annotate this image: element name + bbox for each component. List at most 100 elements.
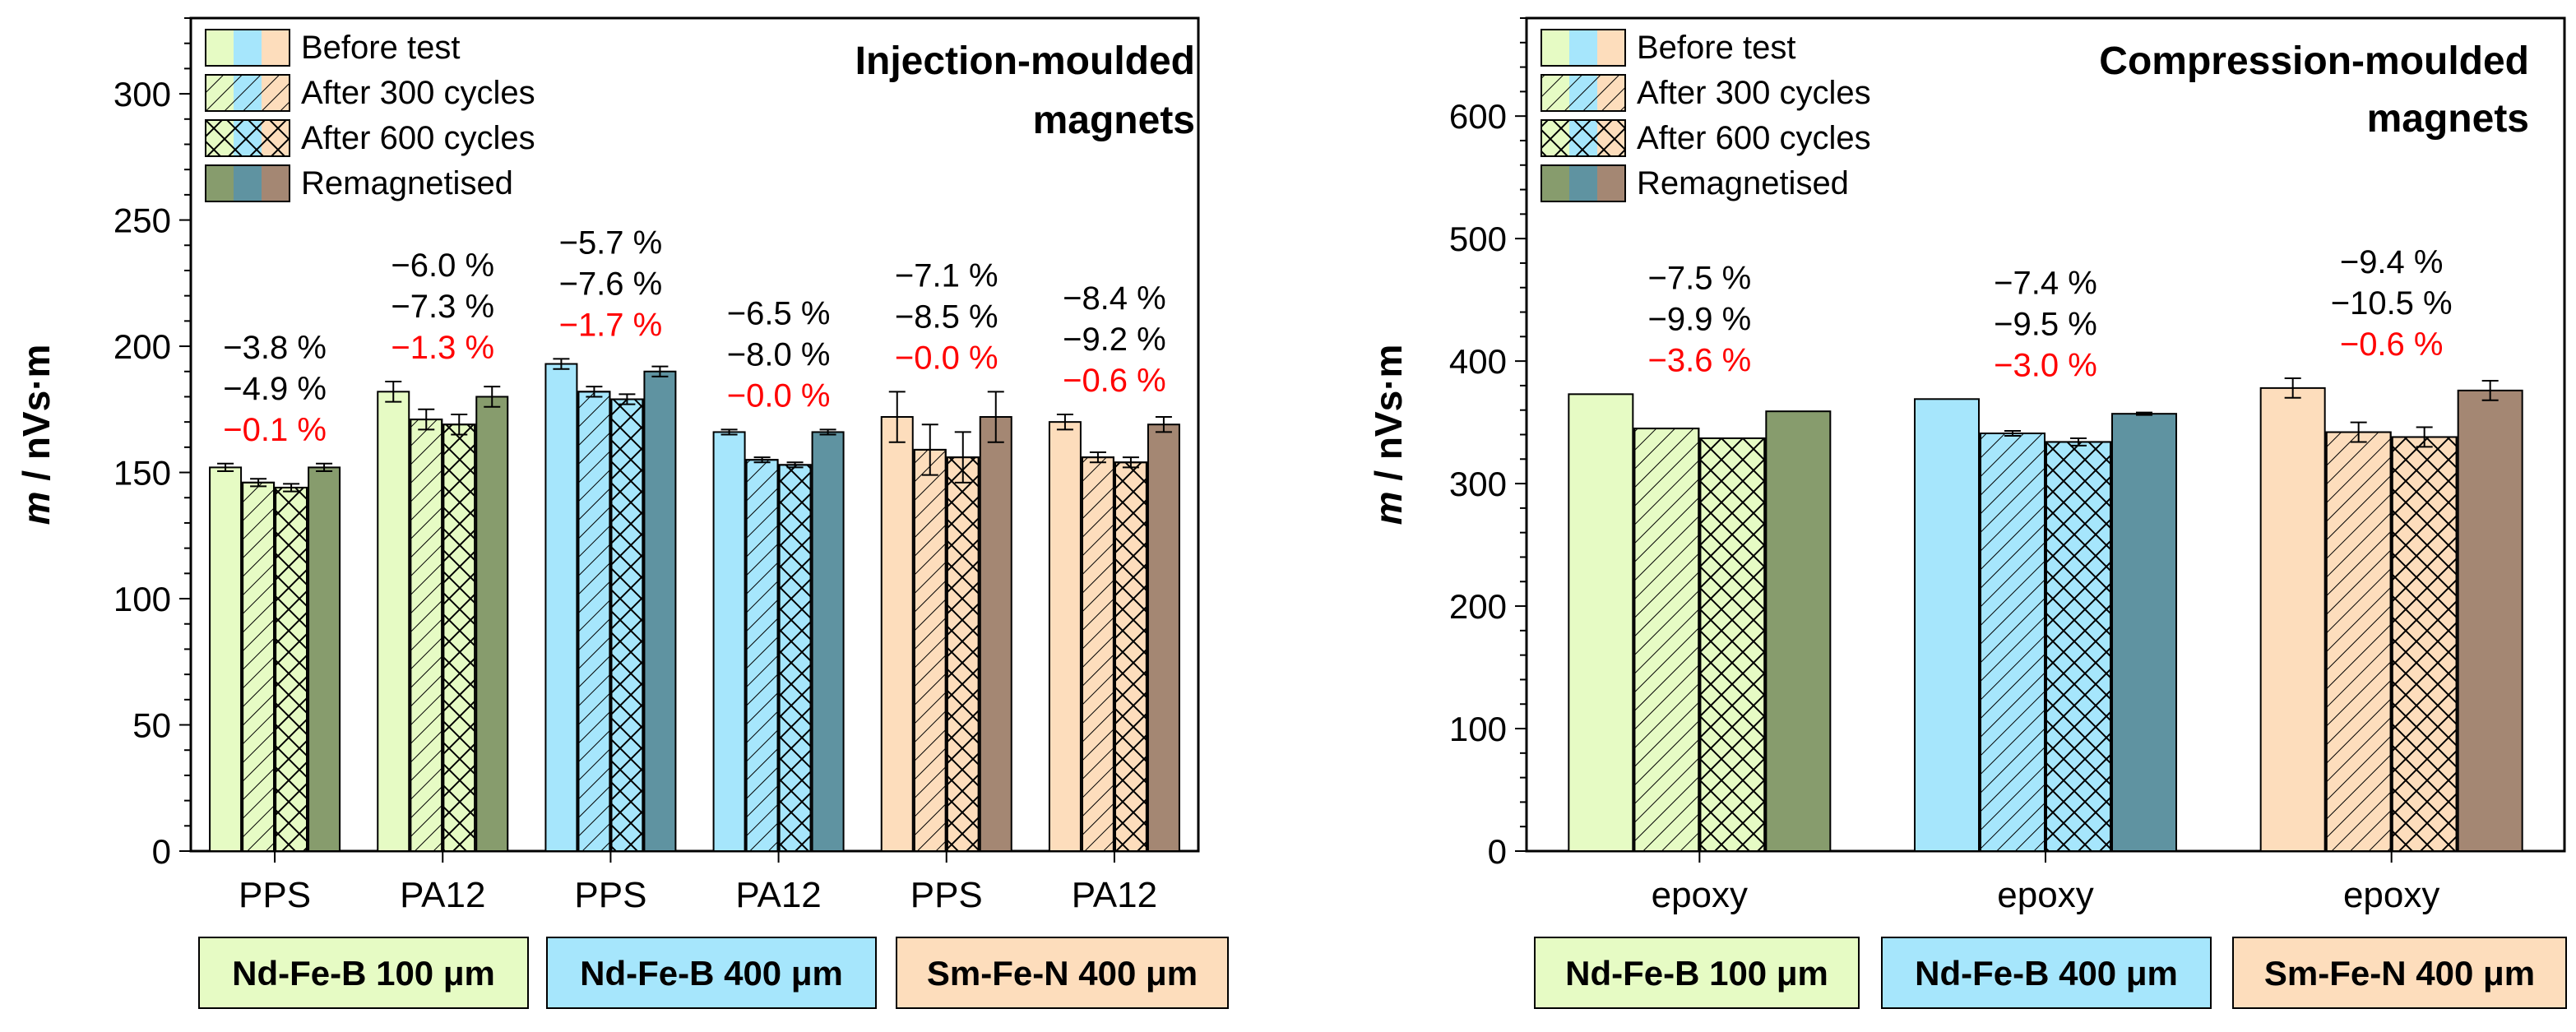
percent-annotation: −6.0 % [391,248,494,284]
chart-title: magnets [1033,99,1195,142]
y-axis-label-unit: / nVs·m [1367,345,1410,492]
legend-swatch-border [205,164,290,202]
material-box [546,937,877,1009]
percent-annotation: −10.5 % [2331,285,2453,322]
percent-annotation: −4.9 % [223,371,327,407]
percent-annotation: −5.7 % [559,224,663,261]
bar-hatch [577,391,611,853]
bar-hatch [242,481,276,852]
legend-label: Before test [301,30,460,66]
y-tick-label: 0 [1488,832,1507,871]
chart-title: Compression-moulded [2099,39,2529,83]
bar [544,363,578,853]
legend-swatch [1541,30,1569,66]
percent-annotation: −6.5 % [727,295,831,331]
percent-annotation: −8.0 % [727,336,831,373]
bar-hatch [442,423,476,852]
y-tick-label: 100 [114,580,171,618]
y-tick-label: 300 [1449,465,1507,503]
y-axis-label: m / nVs·m [1367,345,1410,525]
bar-hatch [745,459,779,852]
legend-label: Remagnetised [301,165,513,201]
x-tick-label: epoxy [1997,875,2093,915]
x-tick-label: PA12 [400,875,485,915]
x-tick-label: PPS [239,875,311,915]
y-tick-label: 250 [114,201,171,240]
legend-swatch-hatch [1597,75,1625,111]
bar [209,466,243,852]
bar [1568,393,1634,852]
percent-annotation: −7.3 % [391,289,494,325]
bar-hatch [1980,433,2046,853]
y-tick-label: 300 [114,75,171,113]
legend-swatch [234,30,262,66]
bar-hatch [1699,437,1766,852]
y-tick-label: 100 [1449,710,1507,748]
percent-annotation: −1.7 % [559,307,663,343]
bar-hatch [410,419,443,852]
percent-annotation: −3.0 % [1994,347,2097,383]
legend-label: Remagnetised [1637,165,1849,201]
y-tick-label: 600 [1449,97,1507,136]
legend-swatch [262,30,290,66]
material-label: Nd-Fe-B 100 μm [1565,954,1828,993]
bar-hatch [778,464,812,852]
legend-swatch-hatch [1541,120,1569,156]
legend-swatch-hatch [262,75,290,111]
panel-1: 0 50 100 150 200 250 300 m / nVs·m PPS −3.8 % −4.9… [15,16,1229,1009]
percent-annotation: −9.5 % [1994,306,2097,342]
x-tick-label: epoxy [2343,875,2439,915]
material-box [896,937,1229,1009]
legend-swatch-border [1541,119,1626,157]
legend-swatch [1597,165,1625,201]
percent-annotation: −8.4 % [1063,280,1166,317]
percent-annotation: −0.0 % [895,340,998,376]
plot-frame [189,16,1200,853]
bar [1147,423,1180,852]
percent-annotation: −9.2 % [1063,322,1166,358]
bar-hatch [275,486,308,852]
bar-hatch [946,456,980,852]
legend-swatch-hatch [1597,120,1625,156]
percent-annotation: −7.4 % [1994,265,2097,301]
legend-label: Before test [1637,30,1795,66]
legend: Before test After 300 cycles After 600 cyc… [205,29,535,202]
legend-label: After 600 cycles [301,120,535,156]
percent-annotation: −3.6 % [1648,342,1752,378]
legend-swatch [1569,30,1597,66]
legend-swatch [206,165,234,201]
legend-swatch-border [205,29,290,67]
y-tick-label: 200 [1449,587,1507,626]
bar [1048,421,1082,852]
percent-annotation: −0.0 % [727,377,831,414]
legend-swatch-border [205,74,290,112]
x-tick-label: PPS [910,875,983,915]
percent-annotation: −7.6 % [559,266,663,302]
bar [2111,413,2177,852]
x-tick-label: PPS [574,875,646,915]
material-label: Nd-Fe-B 400 μm [1915,954,2178,993]
y-axis-label-symbol: m [15,492,58,525]
bar [2259,386,2326,852]
legend-swatch-border [1541,164,1626,202]
legend-label: After 300 cycles [301,75,535,111]
y-tick-label: 500 [1449,220,1507,258]
bar [712,431,746,852]
bar-hatch [913,448,947,852]
chart-title: magnets [2367,97,2529,141]
legend-swatch-hatch [1569,75,1597,111]
legend-swatch [262,165,290,201]
legend-swatch-hatch [1541,75,1569,111]
material-box [198,937,529,1009]
percent-annotation: −7.1 % [895,257,998,294]
bar [308,466,341,852]
bar [1765,410,1832,852]
legend-label: After 600 cycles [1637,120,1871,156]
bar [811,431,845,852]
material-label: Nd-Fe-B 400 μm [580,954,843,993]
legend-swatch [1541,165,1569,201]
percent-annotation: −9.4 % [2340,244,2444,280]
percent-annotation: −0.6 % [1063,363,1166,399]
panel-2: 0 100 200 300 400 500 600 m / nVs·m epoxy −7.5 % −… [1367,16,2567,1009]
